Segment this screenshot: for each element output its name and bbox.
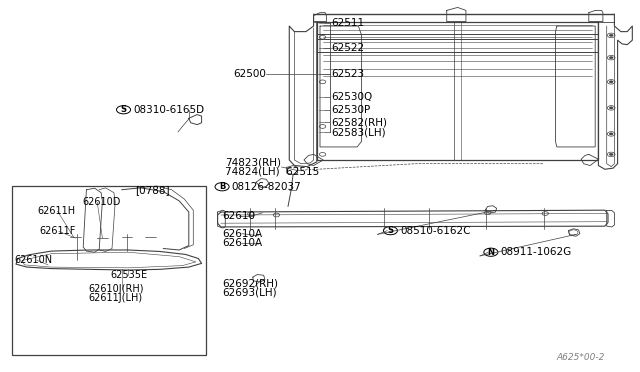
Text: 62535E: 62535E xyxy=(110,270,147,279)
Text: 62511: 62511 xyxy=(332,18,365,28)
Text: 62583(LH): 62583(LH) xyxy=(332,127,386,137)
Text: 62610A: 62610A xyxy=(222,229,262,238)
Text: 08126-82037: 08126-82037 xyxy=(232,182,301,192)
Bar xyxy=(12,186,206,355)
Circle shape xyxy=(609,133,613,135)
Text: 74823(RH): 74823(RH) xyxy=(225,158,282,168)
Text: 62500: 62500 xyxy=(234,70,266,79)
Text: 62530Q: 62530Q xyxy=(332,93,372,102)
Text: 62611F: 62611F xyxy=(40,227,76,236)
Text: 62692(RH): 62692(RH) xyxy=(222,279,278,288)
Text: A625*00-2: A625*00-2 xyxy=(557,353,605,362)
Circle shape xyxy=(609,107,613,109)
Circle shape xyxy=(609,81,613,83)
Circle shape xyxy=(609,153,613,155)
Text: 08310-6165D: 08310-6165D xyxy=(133,105,204,115)
Text: 08911-1062G: 08911-1062G xyxy=(500,247,572,257)
Text: 62611H: 62611H xyxy=(37,206,76,216)
Text: 62611J(LH): 62611J(LH) xyxy=(88,293,143,302)
Text: 62522: 62522 xyxy=(332,44,365,53)
Text: N: N xyxy=(488,248,494,257)
Text: 74824(LH)  62515: 74824(LH) 62515 xyxy=(225,166,319,176)
Text: 62582(RH): 62582(RH) xyxy=(332,117,388,127)
Text: B: B xyxy=(219,182,225,191)
Text: 08510-6162C: 08510-6162C xyxy=(400,226,470,235)
Text: 62523: 62523 xyxy=(332,70,365,79)
Text: 62610A: 62610A xyxy=(222,238,262,248)
Text: S: S xyxy=(387,226,394,235)
Circle shape xyxy=(609,34,613,36)
Text: 62693(LH): 62693(LH) xyxy=(222,288,276,297)
Text: 62610D: 62610D xyxy=(82,198,120,207)
Text: 62610N: 62610N xyxy=(14,256,52,265)
Text: S: S xyxy=(120,105,127,114)
Text: 62610: 62610 xyxy=(222,211,255,221)
Text: [0788]: [0788] xyxy=(135,186,170,195)
Text: 62530P: 62530P xyxy=(332,105,371,115)
Circle shape xyxy=(609,57,613,59)
Text: 62610J(RH): 62610J(RH) xyxy=(88,284,144,294)
